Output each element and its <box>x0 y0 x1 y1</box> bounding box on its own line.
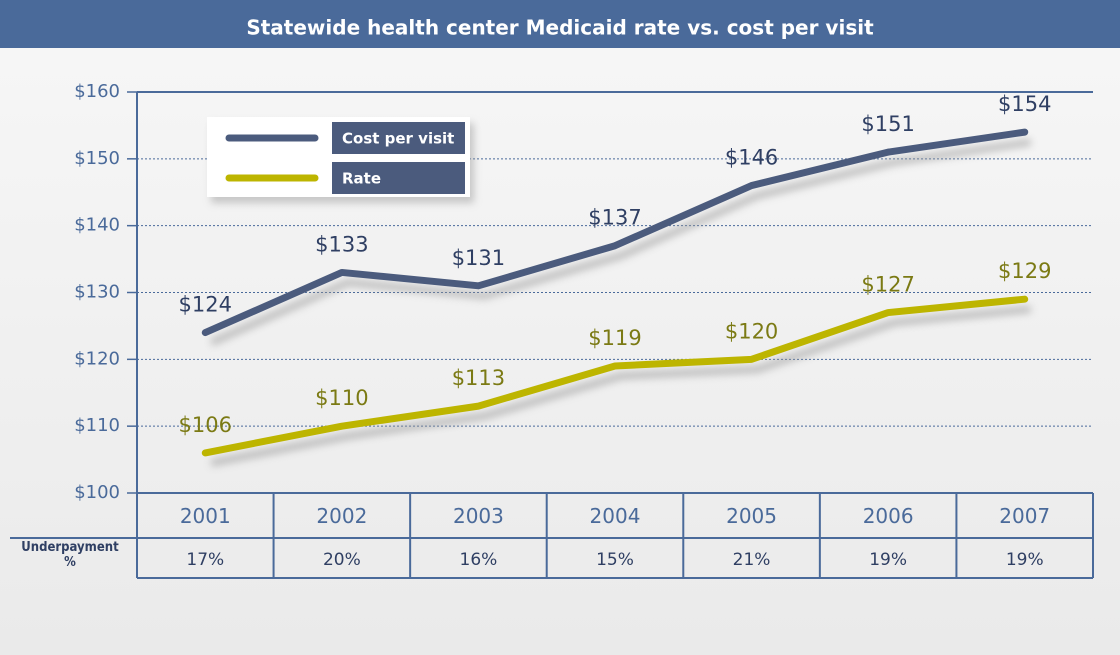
data-label: $154 <box>998 92 1051 116</box>
line-shadow <box>210 305 1032 467</box>
legend-label: Cost per visit <box>342 130 454 148</box>
data-label: $119 <box>588 326 641 350</box>
underpayment-cell: 17% <box>186 550 224 570</box>
data-label: $113 <box>452 366 505 390</box>
y-tick-label: $160 <box>74 81 120 102</box>
x-tick-label: 2005 <box>726 504 777 528</box>
x-tick-label: 2006 <box>863 504 914 528</box>
data-label: $110 <box>315 386 368 410</box>
data-label: $127 <box>861 273 914 297</box>
legend-label-box <box>332 122 465 154</box>
series-line <box>201 128 1029 337</box>
x-tick-label: 2003 <box>453 504 504 528</box>
x-tick-label: 2004 <box>590 504 641 528</box>
underpayment-cell: 20% <box>323 550 361 570</box>
underpayment-label: Underpayment % <box>21 540 119 570</box>
y-tick-label: $140 <box>74 215 120 236</box>
y-tick-label: $120 <box>74 348 120 369</box>
y-tick-label: $130 <box>74 282 120 303</box>
data-label: $131 <box>452 246 505 270</box>
legend-label: Rate <box>342 170 381 188</box>
title-bar <box>0 0 1120 48</box>
underpayment-cell: 19% <box>869 550 907 570</box>
y-tick-label: $100 <box>74 482 120 503</box>
y-tick-label: $150 <box>74 148 120 169</box>
data-label: $151 <box>861 112 914 136</box>
line-shadow <box>209 138 1032 346</box>
chart-title: Statewide health center Medicaid rate vs… <box>246 16 874 40</box>
series-line <box>201 295 1029 457</box>
data-label: $120 <box>725 319 778 343</box>
underpayment-cell: 16% <box>460 550 498 570</box>
legend-label-box <box>332 162 465 194</box>
x-tick-label: 2001 <box>180 504 231 528</box>
data-label: $137 <box>588 206 641 230</box>
data-label: $124 <box>179 293 232 317</box>
data-label: $129 <box>998 259 1051 283</box>
x-tick-label: 2002 <box>316 504 367 528</box>
data-label: $146 <box>725 146 778 170</box>
underpayment-cell: 15% <box>596 550 634 570</box>
y-tick-label: $110 <box>74 415 120 436</box>
x-tick-label: 2007 <box>999 504 1050 528</box>
underpayment-cell: 21% <box>733 550 771 570</box>
underpayment-cell: 19% <box>1006 550 1044 570</box>
data-label: $106 <box>179 413 232 437</box>
data-label: $133 <box>315 232 368 256</box>
